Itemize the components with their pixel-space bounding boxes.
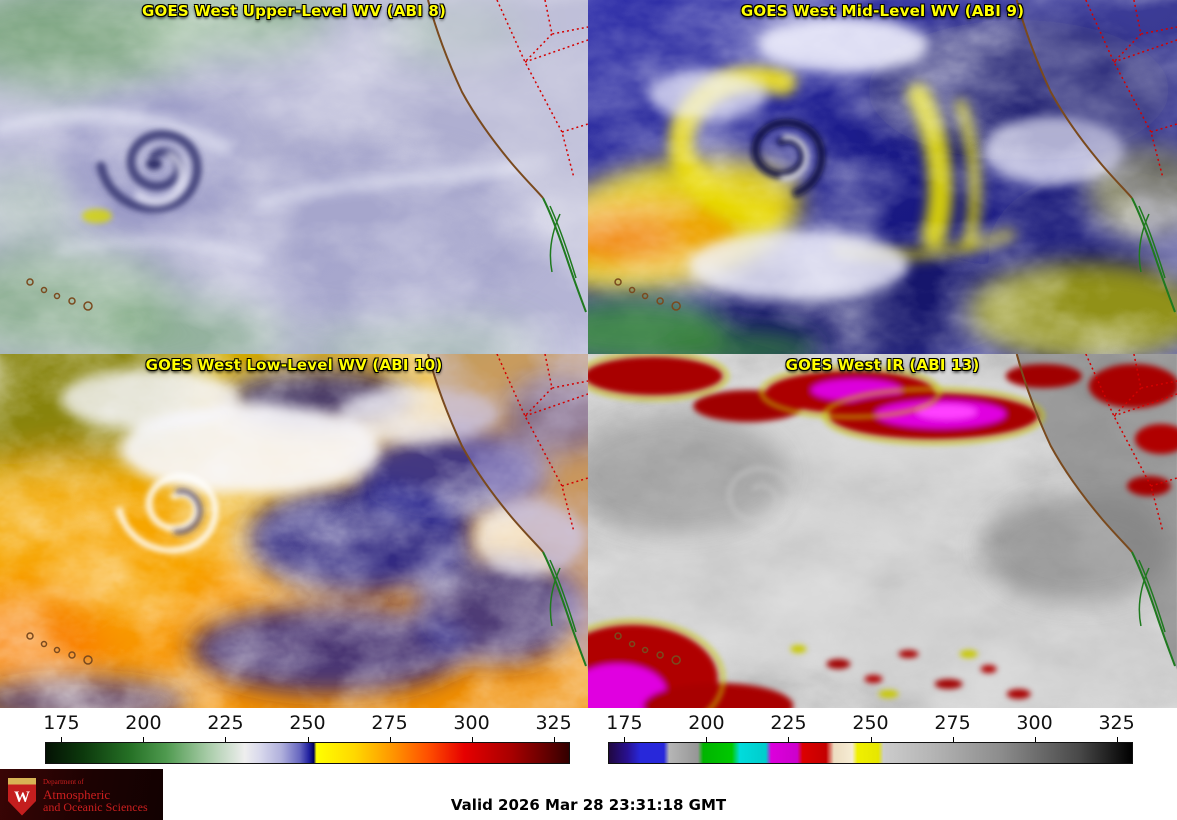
wv-colorbar: 175 200 225 250 275 300 325 [43,712,572,764]
logo-line1: Atmospheric [43,786,111,802]
colorbar-row: 175 200 225 250 275 300 325 175 200 225 … [0,708,1177,766]
tick-mark [788,737,790,742]
panel-abi10: GOES West Low-Level WV (ABI 10) [0,354,588,708]
abi8-imagery [0,0,588,354]
tick-mark [61,737,63,742]
vortex-abi9 [751,118,826,198]
ir-tick-label: 275 [934,712,971,734]
tick-mark [1034,737,1036,742]
wv-tick-label: 200 [125,712,162,734]
uw-crest-icon: W [8,777,36,816]
vortex-abi8 [96,130,202,213]
tick-mark [1116,737,1118,742]
tick-mark [143,737,145,742]
ir-tick-label: 225 [770,712,807,734]
wv-tick-label: 275 [371,712,408,734]
tick-mark [225,737,227,742]
wv-tick-label: 225 [207,712,244,734]
wv-tick-label: 325 [535,712,572,734]
panel-abi9: GOES West Mid-Level WV (ABI 9) [588,0,1177,354]
wv-colorbar-gradient [45,742,570,764]
vortex-abi13 [727,466,798,542]
vortex-abi10 [116,473,219,554]
tick-mark [870,737,872,742]
ir-tick-label: 200 [688,712,725,734]
logo-dept-of: Department of [43,778,84,787]
panel-abi13: GOES West IR (ABI 13) [588,354,1177,708]
uw-aos-logo: W Department of Atmospheric and Oceanic … [0,769,163,820]
tick-mark [624,737,626,742]
logo-line2: and Oceanic Sciences [43,800,148,815]
ir-colorbar-gradient [608,742,1133,764]
tick-mark [553,737,555,742]
ir-tick-label: 325 [1098,712,1135,734]
crest-letter: W [14,789,30,806]
tick-mark [952,737,954,742]
ir-tick-label: 300 [1016,712,1053,734]
valid-time-text: Valid 2026 Mar 28 23:31:18 GMT [450,796,727,814]
tick-mark [471,737,473,742]
ir-colorbar: 175 200 225 250 275 300 325 [606,712,1135,764]
wv-tick-label: 300 [453,712,490,734]
tick-mark [307,737,309,742]
tick-mark [706,737,708,742]
satellite-quad-grid: GOES West Upper-Level WV (ABI 8) [0,0,1177,708]
tick-mark [389,737,391,742]
abi10-imagery [0,354,588,708]
abi9-imagery [588,0,1177,354]
wv-tick-label: 250 [289,712,326,734]
wv-tick-label: 175 [43,712,80,734]
panel-abi8: GOES West Upper-Level WV (ABI 8) [0,0,588,354]
footer: W Department of Atmospheric and Oceanic … [0,766,1177,820]
ir-tick-label: 250 [852,712,889,734]
abi13-imagery [588,354,1177,708]
ir-tick-label: 175 [606,712,643,734]
logo-text: Department of Atmospheric and Oceanic Sc… [43,778,148,815]
